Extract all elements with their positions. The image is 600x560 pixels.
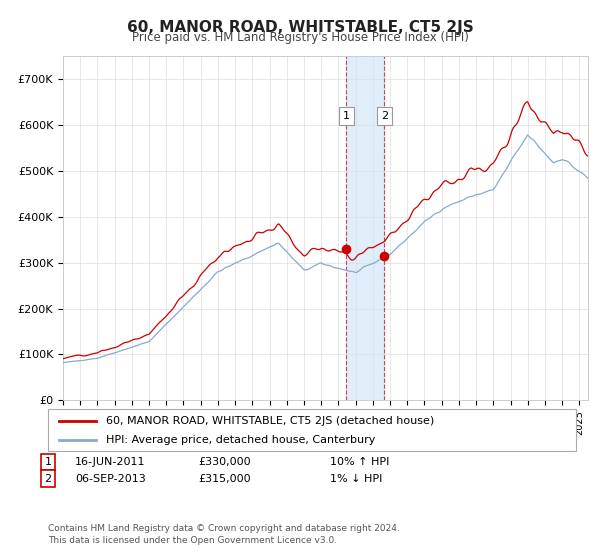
Text: 2: 2: [381, 111, 388, 121]
Text: 60, MANOR ROAD, WHITSTABLE, CT5 2JS (detached house): 60, MANOR ROAD, WHITSTABLE, CT5 2JS (det…: [106, 417, 434, 426]
Text: £315,000: £315,000: [198, 474, 251, 484]
Text: 1: 1: [343, 111, 350, 121]
Bar: [346, 56, 385, 400]
Text: 2: 2: [44, 474, 52, 484]
Text: 16-JUN-2011: 16-JUN-2011: [75, 457, 146, 467]
Text: HPI: Average price, detached house, Canterbury: HPI: Average price, detached house, Cant…: [106, 435, 376, 445]
Text: 06-SEP-2013: 06-SEP-2013: [75, 474, 146, 484]
Text: 1: 1: [44, 457, 52, 467]
Text: £330,000: £330,000: [198, 457, 251, 467]
Text: 10% ↑ HPI: 10% ↑ HPI: [330, 457, 389, 467]
Text: Contains HM Land Registry data © Crown copyright and database right 2024.
This d: Contains HM Land Registry data © Crown c…: [48, 524, 400, 545]
Text: 60, MANOR ROAD, WHITSTABLE, CT5 2JS: 60, MANOR ROAD, WHITSTABLE, CT5 2JS: [127, 20, 473, 35]
Text: 1% ↓ HPI: 1% ↓ HPI: [330, 474, 382, 484]
FancyBboxPatch shape: [48, 409, 576, 451]
Text: Price paid vs. HM Land Registry's House Price Index (HPI): Price paid vs. HM Land Registry's House …: [131, 31, 469, 44]
